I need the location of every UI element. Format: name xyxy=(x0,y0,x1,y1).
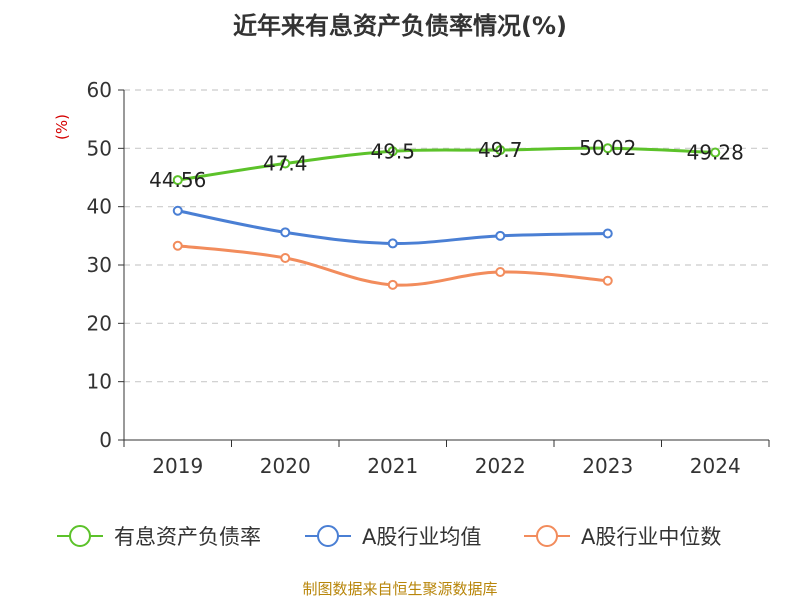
data-point xyxy=(387,238,398,249)
y-tick-label: 60 xyxy=(87,78,112,102)
data-point xyxy=(387,146,398,157)
data-point xyxy=(495,145,506,156)
y-tick-label: 0 xyxy=(99,428,112,452)
legend-label: 有息资产负债率 xyxy=(114,525,261,549)
source-note: 制图数据来自恒生聚源数据库 xyxy=(302,580,498,598)
data-point xyxy=(172,240,183,251)
legend-swatch-marker xyxy=(317,525,339,547)
x-tick-label: 2023 xyxy=(582,454,633,478)
data-point xyxy=(495,230,506,241)
legend-label: A股行业均值 xyxy=(362,525,481,549)
data-label: 49.7 xyxy=(478,138,523,162)
legend-swatch-marker xyxy=(69,525,91,547)
data-label: 47.4 xyxy=(263,152,308,176)
legend-swatch-marker xyxy=(536,525,558,547)
x-tick-label: 2022 xyxy=(475,454,526,478)
data-label: 49.5 xyxy=(370,139,415,163)
data-point xyxy=(602,143,613,154)
y-tick-label: 20 xyxy=(87,311,112,335)
series-line xyxy=(177,146,716,182)
data-point xyxy=(172,175,183,186)
data-point xyxy=(172,205,183,216)
data-label: 44.56 xyxy=(149,168,206,192)
data-point xyxy=(280,227,291,238)
x-tick-label: 2024 xyxy=(690,454,741,478)
y-axis-unit-label: (%) xyxy=(53,114,71,140)
chart-title: 近年来有息资产负债率情况(%) xyxy=(233,12,567,40)
y-tick-label: 50 xyxy=(87,136,112,160)
data-point xyxy=(387,279,398,290)
x-tick-label: 2021 xyxy=(367,454,418,478)
data-point xyxy=(710,147,721,158)
data-point xyxy=(280,158,291,169)
y-tick-label: 10 xyxy=(87,370,112,394)
x-tick-label: 2019 xyxy=(152,454,203,478)
data-point xyxy=(602,228,613,239)
data-label: 50.02 xyxy=(579,136,636,160)
data-point xyxy=(280,253,291,263)
data-label: 49.28 xyxy=(687,141,744,165)
data-point xyxy=(602,275,613,286)
data-point xyxy=(495,267,506,277)
legend-label: A股行业中位数 xyxy=(581,525,721,549)
y-tick-label: 40 xyxy=(87,195,112,219)
x-tick-label: 2020 xyxy=(260,454,311,478)
y-tick-label: 30 xyxy=(87,253,112,277)
